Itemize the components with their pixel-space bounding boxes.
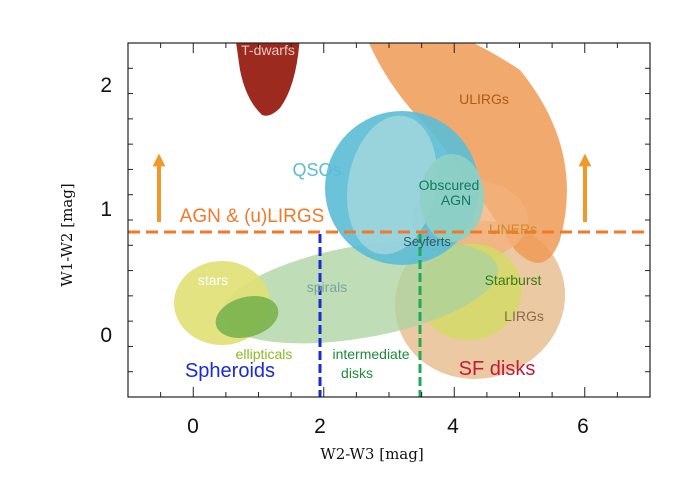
label-seyferts: Seyferts: [403, 234, 451, 249]
region-ellipticals: [215, 295, 279, 339]
label-lirgs: LIRGs: [504, 308, 544, 324]
x-tick-label: 0: [187, 415, 199, 438]
x-tick-label: 6: [577, 415, 589, 438]
label-spheroids: Spheroids: [185, 360, 275, 382]
x-tick-label: 4: [447, 415, 459, 438]
regions-layer: [174, 43, 567, 379]
y-tick-label: 2: [100, 74, 112, 97]
label-qsos: QSOs: [292, 160, 341, 180]
label-t-dwarfs: T-dwarfs: [241, 42, 295, 58]
label-ellipticals: ellipticals: [236, 346, 293, 362]
axis-ticks: [127, 42, 651, 398]
x-tick-label: 2: [314, 415, 326, 438]
region-obscured-agn: [420, 154, 484, 242]
label-starburst: Starburst: [485, 272, 542, 288]
region-spirals: [221, 240, 499, 344]
label-agn: AGN: [441, 192, 471, 208]
label-sf-disks: SF disks: [459, 358, 536, 380]
label-intermediate: intermediate: [332, 346, 409, 362]
label-liners: LINERs: [489, 221, 537, 237]
label-agn-ulirgs: AGN & (u)LIRGS: [180, 206, 325, 227]
region-seyferts: [346, 115, 438, 255]
label-ulirgs: ULIRGs: [459, 91, 509, 107]
label-stars: stars: [198, 272, 228, 288]
label-spirals: spirals: [307, 279, 347, 295]
label-obscured: Obscured: [419, 177, 480, 193]
y-tick-label: 1: [100, 198, 112, 221]
region-t-dwarfs: [236, 43, 300, 116]
label-disks: disks: [341, 365, 373, 381]
y-tick-label: 0: [100, 324, 112, 347]
y-axis-title: W1-W2 [mag]: [58, 183, 76, 286]
x-axis-title: W2-W3 [mag]: [320, 445, 423, 463]
